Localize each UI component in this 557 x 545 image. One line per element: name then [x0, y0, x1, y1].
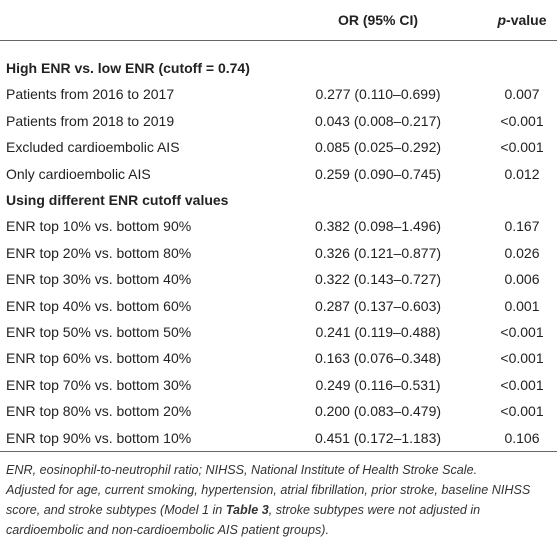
odds-ratio: 0.200 (0.083–0.479) — [314, 403, 442, 420]
table-row: ENR top 10% vs. bottom 90% 0.382 (0.098–1… — [0, 213, 557, 239]
odds-ratio: 0.259 (0.090–0.745) — [314, 165, 442, 182]
table-row: ENR top 70% vs. bottom 30% 0.249 (0.116–0… — [0, 372, 557, 398]
row-label: ENR top 30% vs. bottom 40% — [6, 271, 192, 288]
footnote-text: , stroke subtypes were not adjusted in c… — [6, 503, 481, 537]
footnote: ENR, eosinophil-to-neutrophil ratio; NIH… — [6, 460, 554, 540]
table-row: Patients from 2016 to 2017 0.277 (0.110–0… — [0, 81, 557, 107]
row-label: ENR top 10% vs. bottom 90% — [6, 218, 192, 235]
table-row: Excluded cardioembolic AIS 0.085 (0.025–0… — [0, 134, 557, 160]
p-value: 0.012 — [504, 165, 540, 182]
p-value: <0.001 — [500, 112, 544, 129]
odds-ratio: 0.085 (0.025–0.292) — [314, 139, 442, 156]
odds-ratio: 0.322 (0.143–0.727) — [314, 271, 442, 288]
row-label: ENR top 20% vs. bottom 80% — [6, 244, 192, 261]
table-row: ENR top 20% vs. bottom 80% 0.326 (0.121–0… — [0, 240, 557, 266]
odds-ratio: 0.326 (0.121–0.877) — [314, 244, 442, 261]
header-or: OR (95% CI) — [337, 12, 419, 28]
row-label: ENR top 70% vs. bottom 30% — [6, 376, 192, 393]
row-label: Patients from 2018 to 2019 — [6, 112, 175, 129]
header-rule — [0, 40, 557, 41]
p-value: <0.001 — [500, 324, 544, 340]
p-value: <0.001 — [500, 403, 544, 420]
section-row: High ENR vs. low ENR (cutoff = 0.74) — [0, 55, 557, 81]
odds-ratio: 0.043 (0.008–0.217) — [314, 112, 442, 129]
header-p-italic: p — [497, 12, 507, 28]
odds-ratio: 0.382 (0.098–1.496) — [314, 218, 442, 235]
header-p: p-value — [480, 7, 557, 33]
bottom-rule — [0, 451, 557, 452]
p-value: <0.001 — [500, 376, 544, 393]
table-row: ENR top 30% vs. bottom 40% 0.322 (0.143–0… — [0, 266, 557, 292]
row-label: Only cardioembolic AIS — [6, 165, 151, 182]
row-label: ENR top 50% vs. bottom 50% — [6, 324, 192, 340]
header-p-rest: -value — [506, 12, 547, 28]
row-label: Excluded cardioembolic AIS — [6, 139, 180, 156]
footnote-text: ENR, eosinophil-to-neutrophil ratio; NIH… — [6, 463, 478, 477]
odds-ratio: 0.163 (0.076–0.348) — [314, 350, 442, 367]
odds-ratio: 0.241 (0.119–0.488) — [315, 324, 441, 340]
p-value: <0.001 — [500, 350, 544, 367]
table-row: ENR top 50% vs. bottom 50% 0.241 (0.119–0… — [0, 319, 557, 345]
row-label: ENR top 40% vs. bottom 60% — [6, 297, 192, 314]
odds-ratio: 0.277 (0.110–0.699) — [315, 86, 441, 103]
row-label: ENR top 80% vs. bottom 20% — [6, 403, 192, 420]
p-value: 0.026 — [504, 244, 540, 261]
footnote-text: Adjusted for age, current smoking, hyper… — [6, 483, 531, 517]
p-value: <0.001 — [500, 139, 544, 156]
p-value: 0.007 — [504, 86, 540, 103]
section-row: Using different ENR cutoff values — [0, 187, 557, 213]
table-row: ENR top 90% vs. bottom 10% 0.451 (0.172–1… — [0, 425, 557, 451]
row-label: ENR top 60% vs. bottom 40% — [6, 350, 192, 367]
row-label: ENR top 90% vs. bottom 10% — [6, 429, 192, 446]
p-value: 0.006 — [504, 271, 540, 288]
odds-ratio: 0.287 (0.137–0.603) — [314, 297, 442, 314]
p-value: 0.167 — [504, 218, 540, 235]
p-value: 0.001 — [504, 297, 540, 314]
footnote-ref: Table 3 — [225, 503, 269, 517]
table-row: Patients from 2018 to 2019 0.043 (0.008–0… — [0, 108, 557, 134]
table-row: ENR top 60% vs. bottom 40% 0.163 (0.076–0… — [0, 345, 557, 371]
table-row: ENR top 80% vs. bottom 20% 0.200 (0.083–0… — [0, 398, 557, 424]
section-title: Using different ENR cutoff values — [6, 192, 229, 208]
odds-ratio: 0.249 (0.116–0.531) — [315, 376, 441, 393]
p-value: 0.106 — [504, 429, 540, 446]
table-row: Only cardioembolic AIS 0.259 (0.090–0.745… — [0, 161, 557, 187]
header-row: OR (95% CI) p-value — [0, 7, 557, 33]
row-label: Patients from 2016 to 2017 — [6, 86, 175, 103]
odds-ratio: 0.451 (0.172–1.183) — [314, 429, 442, 446]
table-row: ENR top 40% vs. bottom 60% 0.287 (0.137–0… — [0, 293, 557, 319]
section-title: High ENR vs. low ENR (cutoff = 0.74) — [6, 60, 250, 76]
